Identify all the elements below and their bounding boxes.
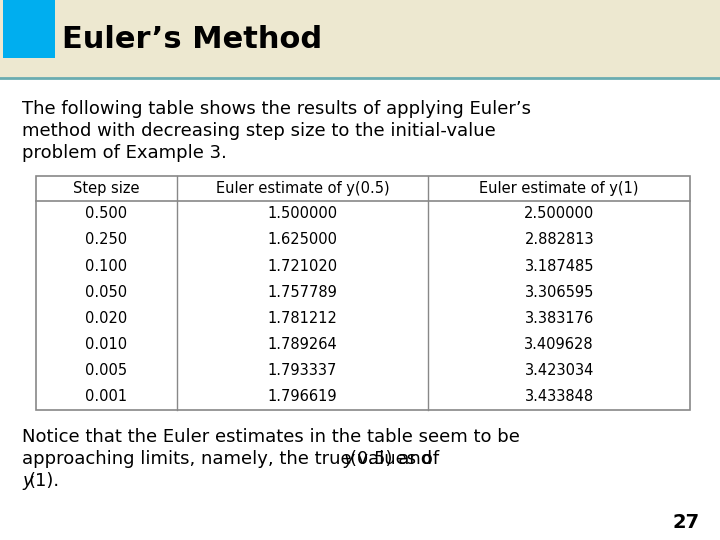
Text: 27: 27: [673, 513, 700, 532]
Text: 3.383176: 3.383176: [525, 311, 594, 326]
Text: 3.423034: 3.423034: [524, 363, 594, 378]
Text: 1.625000: 1.625000: [268, 232, 338, 247]
Text: Notice that the Euler estimates in the table seem to be: Notice that the Euler estimates in the t…: [22, 428, 520, 446]
Text: 3.187485: 3.187485: [524, 259, 594, 274]
Text: 2.500000: 2.500000: [524, 206, 594, 221]
Text: y: y: [22, 472, 32, 490]
Text: approaching limits, namely, the true values of: approaching limits, namely, the true val…: [22, 450, 445, 468]
Text: Euler estimate of y(0.5): Euler estimate of y(0.5): [216, 181, 390, 196]
Text: 3.433848: 3.433848: [525, 389, 594, 404]
Text: 1.757789: 1.757789: [268, 285, 338, 300]
Text: problem of Example 3.: problem of Example 3.: [22, 144, 227, 162]
Text: 0.001: 0.001: [85, 389, 127, 404]
Text: 0.500: 0.500: [85, 206, 127, 221]
Bar: [3, 0, 55, 58]
Text: (1).: (1).: [28, 472, 59, 490]
Text: 1.789264: 1.789264: [268, 337, 338, 352]
Text: 1.793337: 1.793337: [268, 363, 337, 378]
Text: Euler’s Method: Euler’s Method: [62, 24, 322, 53]
Text: 0.050: 0.050: [85, 285, 127, 300]
Bar: [0, 0, 720, 78]
Text: 2.882813: 2.882813: [524, 232, 594, 247]
Text: Euler estimate of y(1): Euler estimate of y(1): [480, 181, 639, 196]
Text: 0.250: 0.250: [85, 232, 127, 247]
Text: The following table shows the results of applying Euler’s: The following table shows the results of…: [22, 100, 531, 118]
Text: 0.005: 0.005: [85, 363, 127, 378]
Text: Step size: Step size: [73, 181, 140, 196]
Text: method with decreasing step size to the initial-value: method with decreasing step size to the …: [22, 122, 496, 140]
Text: 3.409628: 3.409628: [524, 337, 594, 352]
Text: 0.020: 0.020: [85, 311, 127, 326]
Text: y: y: [344, 450, 354, 468]
Bar: [0, 78, 720, 540]
Text: 1.721020: 1.721020: [267, 259, 338, 274]
Text: 3.306595: 3.306595: [524, 285, 594, 300]
Text: (0.5) and: (0.5) and: [350, 450, 432, 468]
Text: 1.781212: 1.781212: [268, 311, 338, 326]
Text: 1.500000: 1.500000: [267, 206, 338, 221]
Text: 0.010: 0.010: [85, 337, 127, 352]
Bar: [36, 176, 690, 410]
Text: 0.100: 0.100: [85, 259, 127, 274]
Text: 1.796619: 1.796619: [268, 389, 337, 404]
